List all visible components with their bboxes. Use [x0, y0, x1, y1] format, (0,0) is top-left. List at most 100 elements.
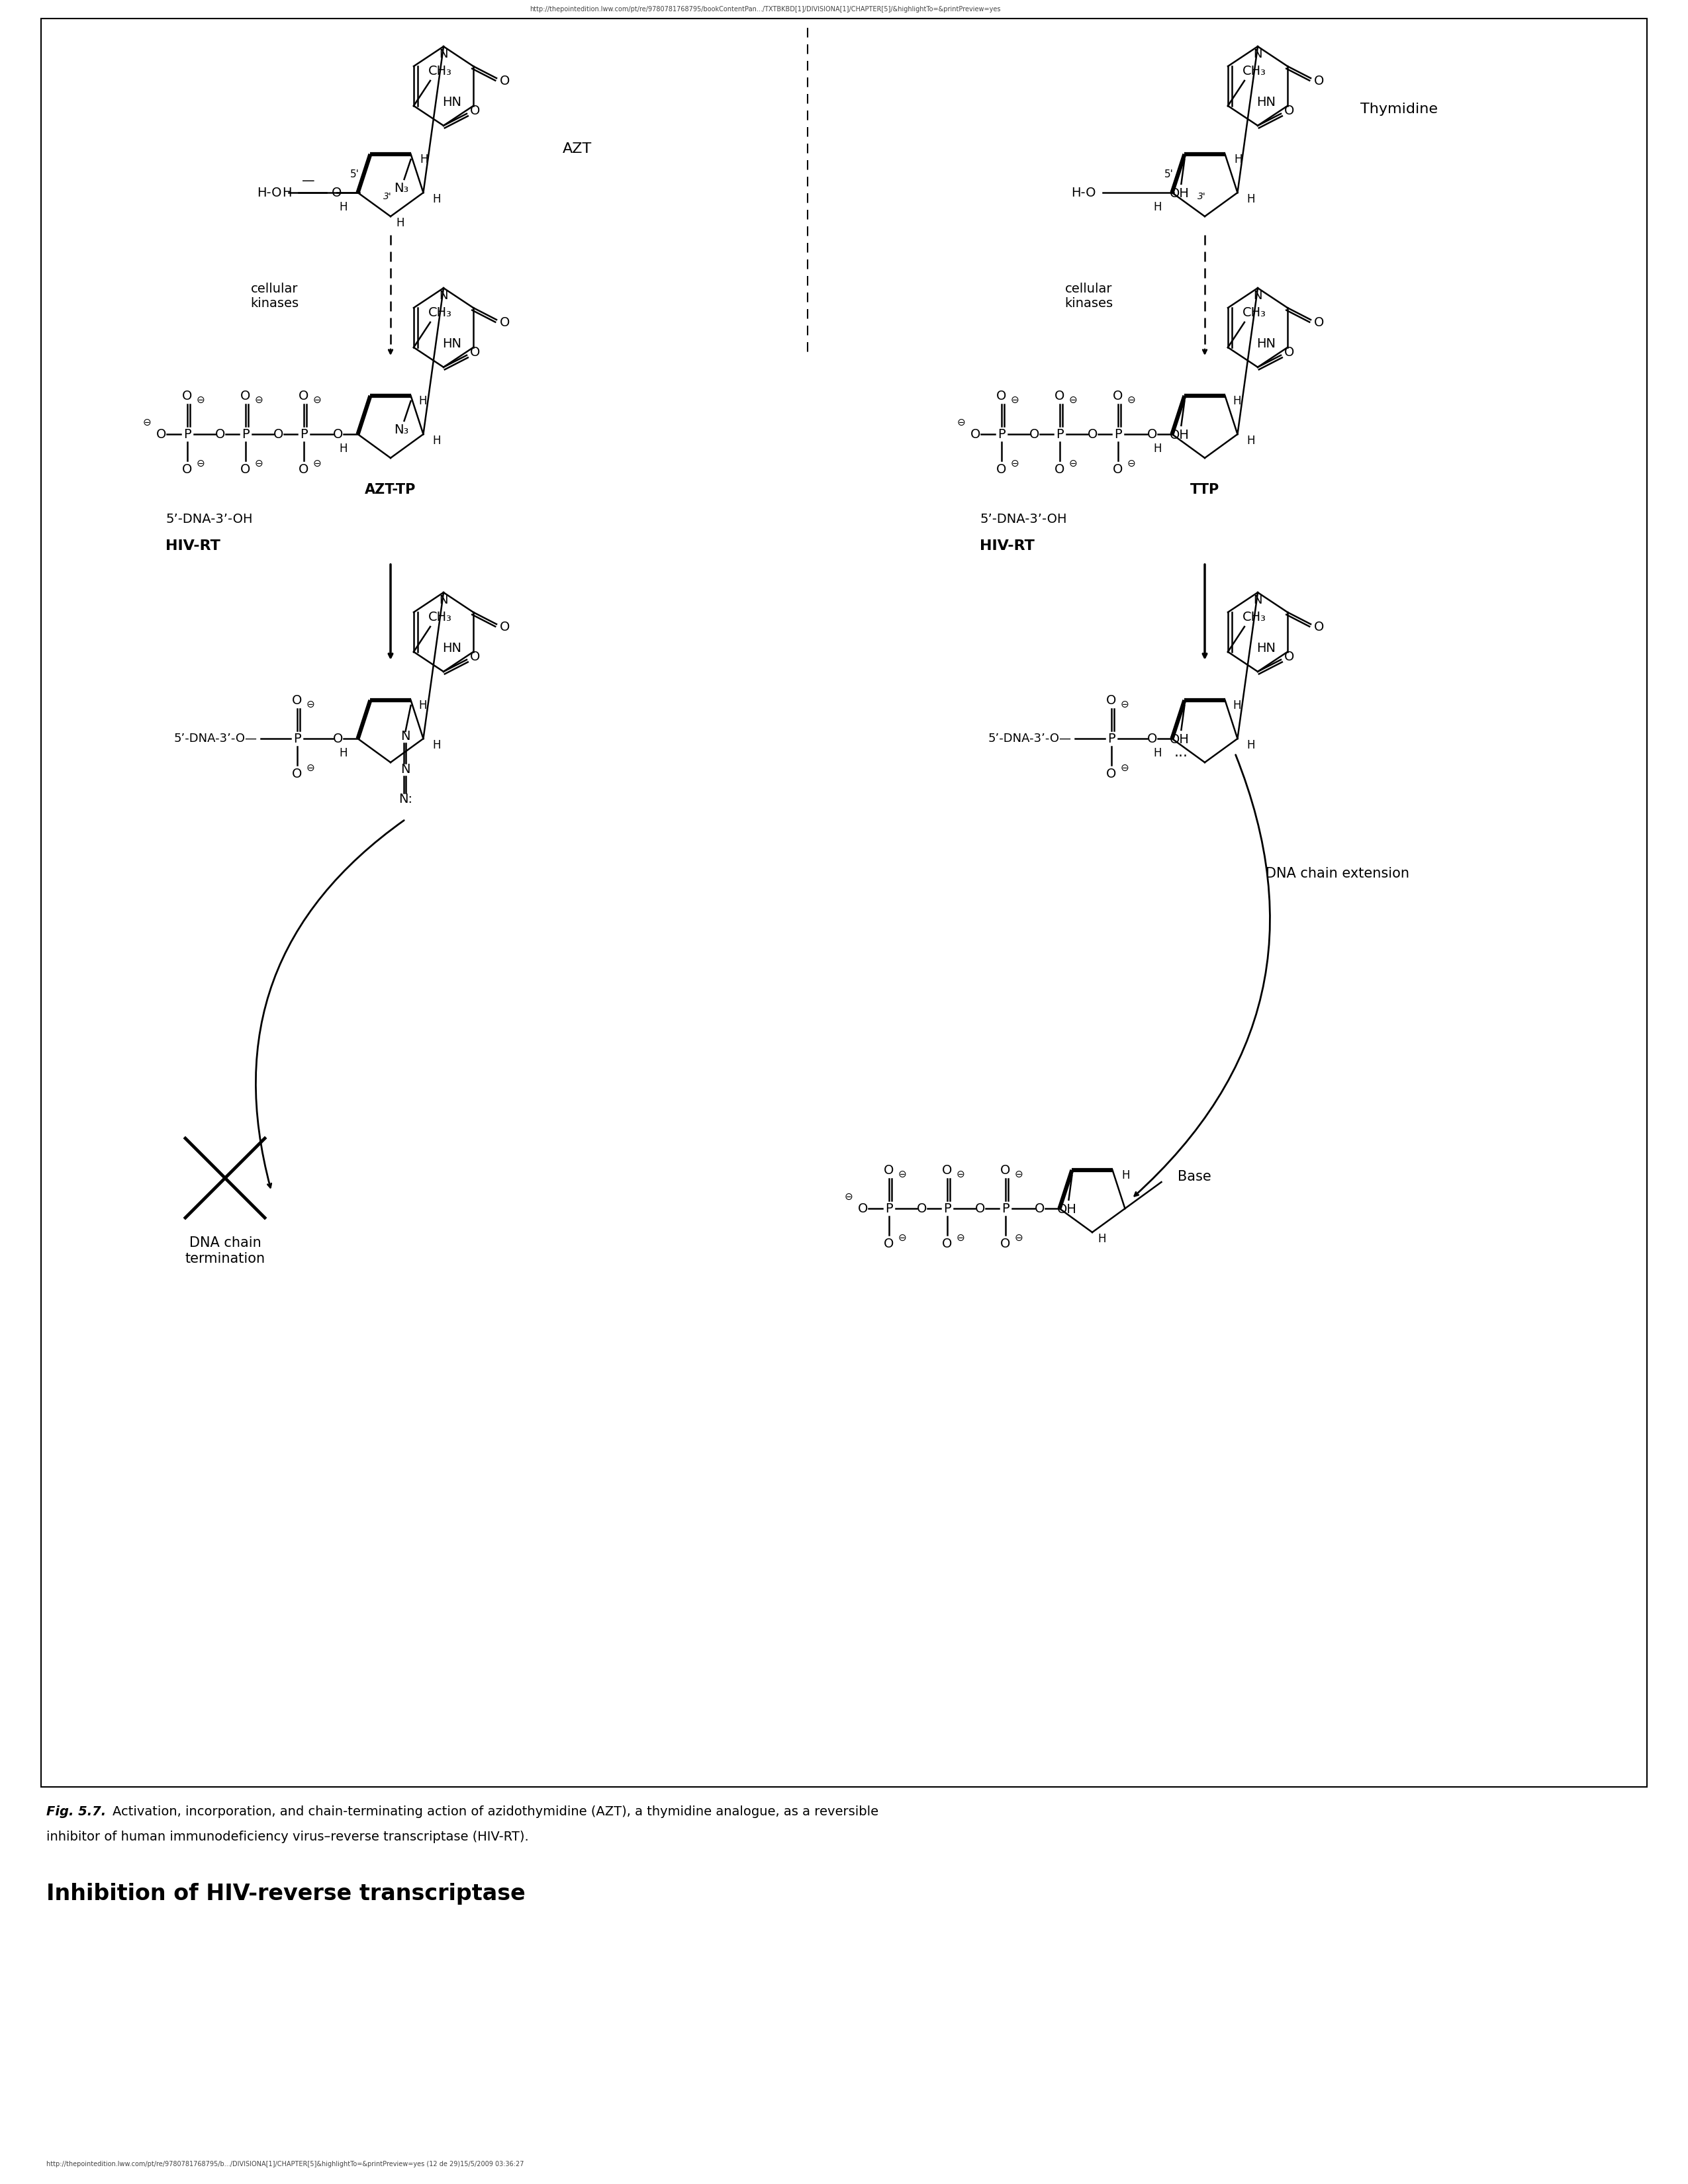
Text: ⊖: ⊖ — [1128, 395, 1136, 404]
Text: N:: N: — [398, 793, 412, 806]
Text: O: O — [240, 389, 250, 402]
Text: N₃: N₃ — [395, 424, 408, 437]
Text: O: O — [1315, 317, 1325, 328]
Text: N: N — [1252, 48, 1263, 61]
Text: P: P — [1107, 732, 1116, 745]
Text: ⊖: ⊖ — [1121, 699, 1129, 710]
Text: O: O — [1285, 347, 1295, 358]
Text: H: H — [419, 395, 427, 406]
Text: H: H — [339, 201, 348, 214]
Text: ⊖: ⊖ — [312, 459, 321, 467]
Text: H: H — [1232, 699, 1241, 712]
Text: ⊖: ⊖ — [255, 395, 263, 404]
Text: O: O — [1315, 620, 1325, 633]
Text: O: O — [500, 317, 510, 328]
Text: H: H — [1153, 747, 1161, 760]
Text: O: O — [331, 186, 341, 199]
Text: O: O — [883, 1238, 895, 1249]
Text: O: O — [996, 389, 1006, 402]
Text: H: H — [432, 194, 441, 205]
Text: ⊖: ⊖ — [1014, 1168, 1023, 1179]
Text: ⊖: ⊖ — [957, 417, 966, 428]
Text: H: H — [1153, 443, 1161, 454]
Text: 3': 3' — [1197, 192, 1205, 201]
Text: H: H — [1234, 153, 1242, 166]
Text: OH: OH — [1170, 188, 1188, 201]
Text: HIV-RT: HIV-RT — [165, 539, 221, 553]
Text: AZT: AZT — [562, 142, 592, 155]
Text: O: O — [333, 732, 343, 745]
Text: http://thepointedition.lww.com/pt/re/9780781768795/b.../DIVISIONA[1]/CHAPTER[5]&: http://thepointedition.lww.com/pt/re/978… — [46, 2160, 523, 2167]
Text: O: O — [1148, 732, 1158, 745]
Text: O: O — [273, 428, 284, 441]
Text: HN: HN — [1256, 339, 1276, 349]
Text: P: P — [1001, 1201, 1009, 1214]
Text: Thymidine: Thymidine — [1361, 103, 1438, 116]
Text: ⊖: ⊖ — [898, 1168, 906, 1179]
Text: HN: HN — [1256, 642, 1276, 655]
Text: DNA chain extension: DNA chain extension — [1266, 867, 1409, 880]
Text: Activation, incorporation, and chain-terminating action of azidothymidine (AZT),: Activation, incorporation, and chain-ter… — [113, 1806, 878, 1817]
Text: Inhibition of HIV-reverse transcriptase: Inhibition of HIV-reverse transcriptase — [46, 1883, 525, 1904]
Text: HN: HN — [442, 642, 461, 655]
Text: O: O — [182, 389, 192, 402]
Text: OH: OH — [1170, 734, 1188, 747]
Text: ⊖: ⊖ — [196, 459, 204, 467]
Text: 5’-DNA-3’-O—: 5’-DNA-3’-O— — [987, 732, 1072, 745]
Text: HN: HN — [1256, 96, 1276, 109]
Text: O: O — [1055, 463, 1065, 476]
Text: O: O — [917, 1201, 927, 1214]
Text: H-O: H-O — [1072, 186, 1096, 199]
Text: O: O — [500, 620, 510, 633]
Text: O: O — [182, 463, 192, 476]
Text: 5’-DNA-3’-O—: 5’-DNA-3’-O— — [174, 732, 257, 745]
Text: ⊖: ⊖ — [1009, 395, 1018, 404]
Text: O: O — [299, 463, 309, 476]
Text: O: O — [1055, 389, 1065, 402]
Text: 5’-DNA-3’-OH: 5’-DNA-3’-OH — [165, 513, 253, 526]
Text: O: O — [292, 695, 302, 708]
Text: ⊖: ⊖ — [1128, 459, 1136, 467]
Text: H: H — [339, 747, 348, 760]
Text: CH₃: CH₃ — [1242, 306, 1266, 319]
Text: H: H — [1097, 1234, 1106, 1245]
Text: P: P — [300, 428, 307, 441]
Text: O: O — [471, 651, 481, 664]
Text: http://thepointedition.lww.com/pt/re/9780781768795/bookContentPan.../TXTBKBD[1]/: http://thepointedition.lww.com/pt/re/978… — [530, 7, 1001, 13]
Text: Fig. 5.7.: Fig. 5.7. — [46, 1806, 106, 1817]
Text: ⊖: ⊖ — [955, 1168, 964, 1179]
Text: ⊖: ⊖ — [312, 395, 321, 404]
Text: 5': 5' — [1165, 168, 1173, 179]
Text: O: O — [1148, 428, 1158, 441]
Text: O: O — [1285, 105, 1295, 118]
Text: cellular
kinases: cellular kinases — [1065, 282, 1112, 310]
Text: O: O — [1285, 651, 1295, 664]
Text: N: N — [439, 594, 447, 607]
Text: O: O — [971, 428, 981, 441]
Text: O: O — [333, 428, 343, 441]
Text: ⊖: ⊖ — [1121, 762, 1129, 773]
Text: N: N — [439, 48, 447, 61]
Text: O: O — [976, 1201, 986, 1214]
Text: O: O — [858, 1201, 868, 1214]
Text: N: N — [1252, 290, 1263, 301]
Text: H: H — [419, 699, 427, 712]
Text: O: O — [500, 74, 510, 87]
Text: ⊖: ⊖ — [1014, 1232, 1023, 1243]
Text: O: O — [1035, 1201, 1045, 1214]
Text: N: N — [400, 764, 410, 775]
Text: O: O — [1315, 74, 1325, 87]
Text: P: P — [1114, 428, 1121, 441]
Text: O: O — [471, 105, 481, 118]
Text: ⊖: ⊖ — [196, 395, 204, 404]
Text: H: H — [420, 153, 429, 166]
Text: O: O — [942, 1164, 952, 1177]
Text: CH₃: CH₃ — [1242, 612, 1266, 625]
Text: N₃: N₃ — [395, 181, 408, 194]
Text: 5’-DNA-3’-OH: 5’-DNA-3’-OH — [979, 513, 1067, 526]
Text: O: O — [996, 463, 1006, 476]
Text: HN: HN — [442, 96, 461, 109]
Text: O: O — [1087, 428, 1097, 441]
Text: ⊖: ⊖ — [255, 459, 263, 467]
Text: P: P — [294, 732, 300, 745]
